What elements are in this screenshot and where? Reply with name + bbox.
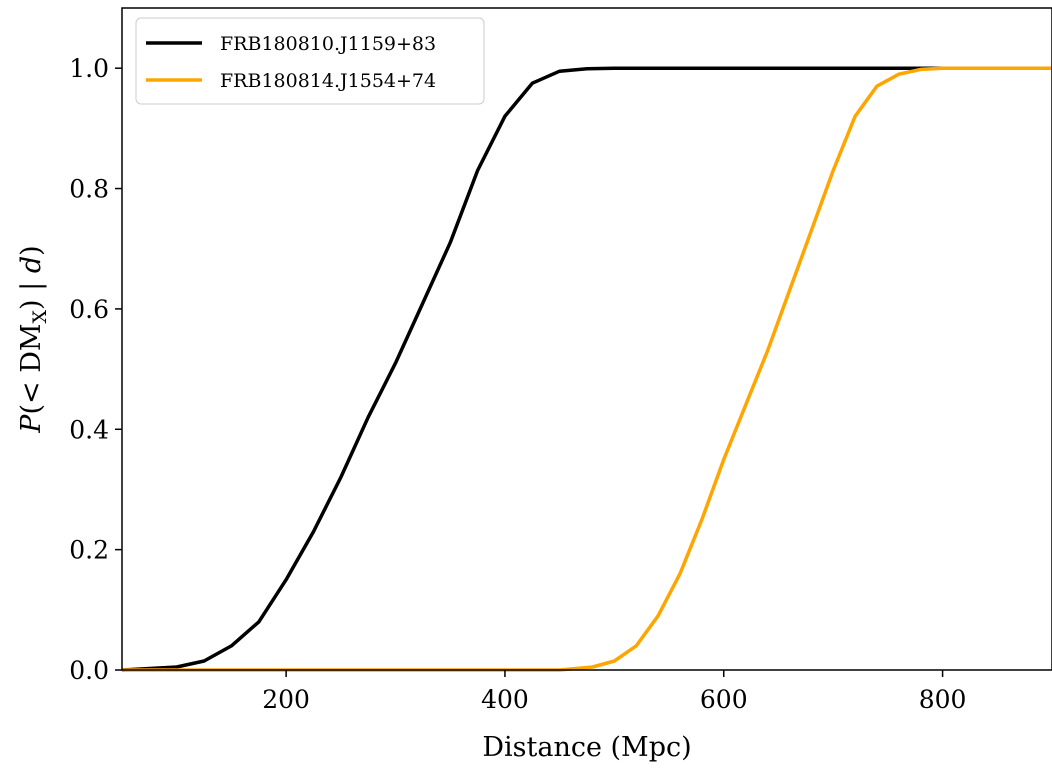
- y-tick-label: 0.2: [69, 536, 109, 565]
- y-tick-label: 1.0: [69, 54, 109, 83]
- y-tick-label: 0.4: [69, 415, 109, 444]
- legend-box: [135, 17, 485, 105]
- legend-label-series-1: FRB180810.J1159+83: [220, 33, 436, 55]
- x-tick-label: 600: [700, 685, 748, 714]
- y-axis-label-subscript: X: [29, 309, 51, 323]
- legend-label-series-2: FRB180814.J1554+74: [220, 70, 436, 92]
- x-tick-label: 200: [262, 685, 310, 714]
- plot-frame: [121, 7, 1052, 671]
- series-line-2: [122, 66, 1052, 672]
- y-tick-label: 0.8: [69, 175, 109, 204]
- plot-lines: [121, 66, 1052, 672]
- legend: FRB180810.J1159+83 FRB180814.J1554+74: [135, 17, 485, 105]
- y-axis-label: P(< DMX) | d): [16, 245, 51, 433]
- x-axis-label: Distance (Mpc): [482, 732, 691, 763]
- y-tick-label: 0.6: [69, 295, 109, 324]
- y-axis-ticks: 0.0 0.2 0.4 0.6 0.8 1.0: [69, 54, 122, 685]
- x-axis-ticks: 200 400 600 800: [262, 670, 966, 714]
- x-tick-label: 800: [919, 685, 967, 714]
- x-tick-label: 400: [481, 685, 529, 714]
- series-line-1: [121, 66, 1052, 672]
- y-tick-label: 0.0: [69, 656, 109, 685]
